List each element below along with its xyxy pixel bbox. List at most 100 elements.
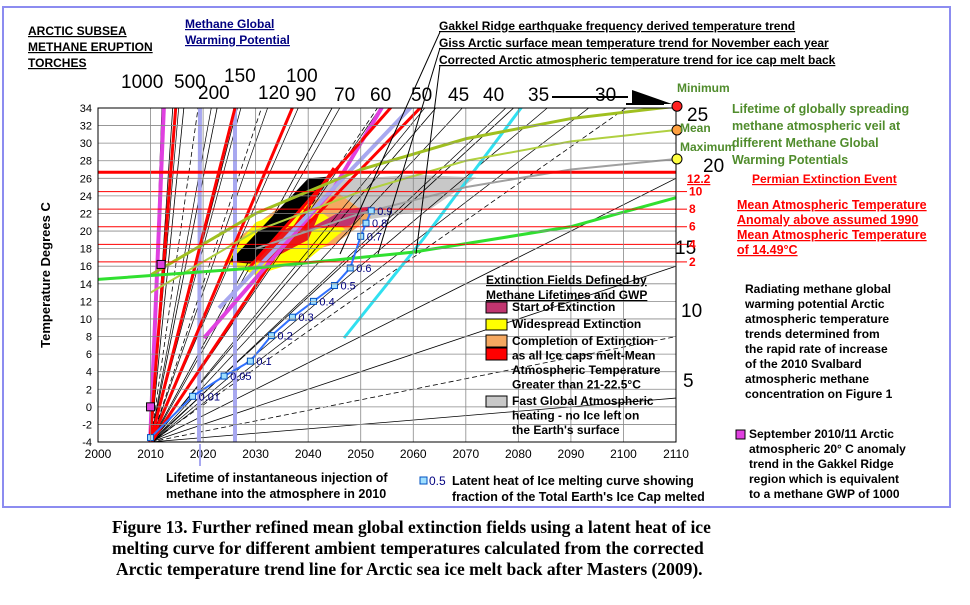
extinction-legend-title: Extinction Fields Defined by	[486, 273, 647, 287]
gwp-radial-line	[150, 177, 676, 442]
anomaly-value: 6	[689, 220, 696, 234]
plot-area-border	[97, 107, 677, 443]
mean-endpoint	[671, 124, 683, 136]
gwp-label: 25	[687, 105, 708, 126]
permian-value: 12.2	[687, 172, 711, 186]
y-tick-label: -2	[82, 419, 92, 431]
ice-melt-point	[189, 392, 197, 400]
anomaly-value: 8	[689, 202, 696, 216]
x-tick-label: 2020	[190, 447, 217, 461]
instant-injection-text: methane into the atmosphere in 2010	[166, 487, 386, 501]
y-tick-label: 0	[86, 402, 92, 414]
gwp-label: 35	[528, 85, 549, 106]
trend1-leader	[339, 31, 441, 255]
gwp-radial-line	[150, 108, 333, 442]
ice-melt-point	[267, 332, 275, 340]
gwp-label: 60	[370, 85, 391, 106]
figure-frame: 2000 2010 2020 2030 2040 2050 2060 2070 2080 2090…	[2, 6, 951, 508]
y-tick-label: 18	[80, 244, 92, 256]
radiating-text: atmospheric temperature	[745, 312, 889, 326]
lifetime-title: methane atmospheric veil at	[732, 119, 901, 133]
extinction-legend-label: heating - no Ice left on	[512, 409, 639, 423]
gwp-label: 40	[483, 85, 504, 106]
y-tick-label: 24	[80, 191, 92, 203]
x-tick-label: 2010	[137, 447, 164, 461]
gwp-arrow-head	[632, 90, 672, 104]
lifetime-60	[217, 108, 413, 310]
permian-label: Permian Extinction Event	[752, 172, 897, 186]
y-tick-label: 2	[86, 384, 92, 396]
gwp-title: Methane Global	[185, 17, 274, 31]
x-tick-label: 2070	[452, 447, 479, 461]
ice-melt-label: 0.5	[340, 281, 355, 293]
svalbard-legend-text: September 2010/11 Arctic	[749, 427, 894, 441]
torches-title: METHANE ERUPTION	[28, 40, 153, 54]
extinction-legend-swatch	[485, 318, 508, 331]
radiating-text: concentration on Figure 1	[745, 387, 893, 401]
gwp-radial-line	[150, 336, 676, 442]
torches-title: ARCTIC SUBSEA	[28, 24, 127, 38]
ice-melt-point	[288, 313, 296, 321]
lifetime-title: Lifetime of globally spreading	[732, 102, 909, 116]
mean-label: Mean	[680, 121, 711, 135]
anomaly-value: 4	[689, 237, 696, 251]
extinction-chart: 2000 2010 2020 2030 2040 2050 2060 2070 2080 2090…	[28, 17, 927, 504]
y-tick-label: 26	[80, 173, 92, 185]
field-black-wedge	[229, 176, 330, 264]
y-tick-label: 20	[80, 226, 92, 238]
field-start	[308, 206, 372, 230]
trend3-label: Corrected Arctic atmospheric temperature…	[439, 53, 836, 67]
gwp-radial-line	[150, 108, 515, 442]
ice-melt-point	[362, 219, 370, 227]
trend2-label: Giss Arctic surface mean temperature tre…	[439, 36, 829, 50]
svalbard-marker	[146, 402, 156, 412]
x-tick-label: 2080	[505, 447, 532, 461]
caption-line-2: melting curve for different ambient temp…	[112, 538, 704, 558]
trend3-leader	[415, 64, 441, 255]
extinction-legend-swatch	[485, 347, 508, 361]
y-tick-label: 22	[80, 208, 92, 220]
extinction-legend-label: Start of Extinction	[512, 300, 615, 314]
minimum-label: Minimum	[677, 81, 730, 95]
gwp-label: 45	[448, 85, 469, 106]
svalbard-legend-text: region which is equivalent	[749, 472, 899, 486]
maximum-endpoint	[671, 153, 683, 165]
ice-melt-label: 0.7	[367, 231, 382, 243]
y-tick-label: 10	[80, 314, 92, 326]
y-tick-label: 34	[80, 103, 92, 115]
gwp-label: 90	[295, 85, 316, 106]
anomaly-value: 10	[689, 185, 703, 199]
extinction-legend-label: as all Ice caps melt-Mean	[512, 349, 655, 363]
latent-legend-swatch	[419, 476, 428, 485]
ice-melt-point	[220, 372, 228, 380]
ice-melt-point	[346, 264, 354, 272]
gwp-radial-line	[150, 108, 627, 442]
ice-melt-label: 0.6	[356, 263, 371, 275]
x-tick-label: 2030	[242, 447, 269, 461]
gwp-radial-line	[150, 265, 676, 442]
svalbard-marker	[156, 259, 166, 269]
gwp-label: 20	[703, 156, 724, 177]
gwp-label: 200	[198, 83, 230, 104]
gwp-label: 150	[224, 66, 256, 87]
figure-caption: Figure 13. Further refined mean global e…	[112, 517, 872, 580]
gwp-label: 10	[681, 301, 702, 322]
gwp-label: 100	[286, 66, 318, 87]
radiating-text: of the 2010 Svalbard	[745, 357, 862, 371]
plot-layer	[98, 108, 676, 442]
y-tick-label: 14	[80, 279, 92, 291]
y-tick-label: 28	[80, 156, 92, 168]
anomaly-value: 2	[689, 255, 696, 269]
radiating-text: trends determined from	[745, 327, 880, 341]
ice-melt-point	[246, 357, 254, 365]
trend1-label: Gakkel Ridge earthquake frequency derive…	[439, 19, 795, 33]
y-tick-label: 30	[80, 138, 92, 150]
latent-legend-text: Latent heat of Ice melting curve showing	[452, 474, 694, 488]
anomaly-description: Anomaly above assumed 1990	[737, 213, 918, 227]
caption-line-1: Figure 13. Further refined mean global e…	[112, 517, 711, 537]
x-tick-label: 2060	[400, 447, 427, 461]
gwp-label: 500	[174, 72, 206, 93]
extinction-legend-label: Completion of Extinction	[512, 334, 654, 348]
gwp-label: 70	[334, 85, 355, 106]
gwp-label: 120	[258, 83, 290, 104]
